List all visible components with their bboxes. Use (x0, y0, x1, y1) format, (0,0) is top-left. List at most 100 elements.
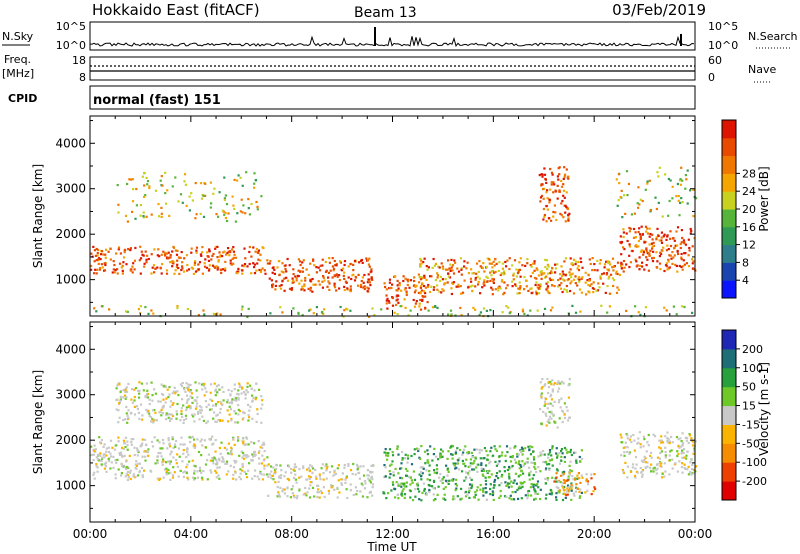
echo-cell (656, 266, 659, 269)
echo-cell (321, 258, 324, 261)
echo-cell (226, 452, 230, 455)
echo-cell (162, 442, 165, 445)
echo-cell (387, 452, 390, 455)
echo-cell (506, 484, 509, 487)
echo-cell (508, 477, 511, 480)
echo-cell (295, 279, 298, 282)
echo-cell (197, 450, 201, 454)
echo-cell (318, 496, 321, 499)
echo-cell (355, 493, 358, 496)
echo-cell (107, 450, 110, 454)
echo-cell (470, 451, 473, 454)
y-tick-label: 4000 (55, 342, 86, 356)
echo-cell (506, 259, 509, 262)
echo-cell (144, 459, 147, 462)
echo-cell (428, 484, 431, 487)
echo-cell (135, 405, 139, 408)
echo-cell (691, 439, 694, 443)
echo-cell (690, 437, 693, 440)
echo-cell (126, 421, 129, 424)
echo-cell (519, 275, 522, 278)
echo-cell (90, 264, 93, 268)
echo-cell (198, 382, 201, 385)
echo-cell (598, 262, 601, 265)
echo-cell (311, 471, 314, 475)
echo-cell (125, 466, 128, 469)
echo-cell (555, 452, 558, 455)
echo-cell (426, 301, 429, 304)
echo-cell (388, 464, 392, 467)
echo-cell (100, 457, 104, 461)
echo-cell (530, 265, 533, 268)
echo-cell (401, 457, 404, 460)
echo-cell (182, 452, 185, 455)
echo-cell (192, 272, 195, 275)
echo-cell (491, 493, 494, 497)
echo-cell (412, 298, 415, 302)
echo-cell (285, 276, 288, 279)
echo-cell (560, 202, 563, 205)
echo-cell (671, 467, 674, 470)
echo-cell (184, 414, 188, 417)
echo-cell (456, 495, 459, 498)
echo-cell (187, 398, 190, 401)
echo-cell (241, 184, 244, 187)
power-colorbar-label: Power [dB] (757, 166, 771, 231)
echo-cell (574, 275, 577, 278)
echo-cell (434, 262, 438, 265)
echo-cell (151, 417, 154, 421)
echo-cell (301, 261, 304, 264)
echo-cell (166, 470, 169, 473)
echo-cell (477, 283, 480, 286)
echo-cell (194, 270, 198, 273)
echo-cell (555, 472, 558, 475)
echo-cell (563, 416, 567, 420)
echo-cell (550, 181, 553, 184)
echo-cell (345, 488, 348, 491)
echo-cell (206, 459, 209, 462)
echo-cell (550, 410, 553, 413)
echo-cell (325, 477, 328, 480)
echo-cell (658, 255, 661, 258)
echo-cell (686, 202, 689, 205)
echo-cell (427, 285, 430, 288)
echo-cell (537, 274, 540, 277)
echo-cell (501, 473, 504, 477)
echo-cell (638, 233, 642, 236)
echo-cell (541, 183, 544, 186)
echo-cell (225, 203, 229, 206)
echo-cell (218, 459, 221, 462)
echo-cell (581, 266, 584, 269)
echo-cell (492, 498, 495, 501)
echo-cell (600, 273, 604, 276)
echo-cell (409, 483, 412, 486)
echo-cell (364, 482, 367, 485)
echo-cell (623, 266, 626, 269)
echo-cell (105, 470, 108, 473)
echo-cell (240, 392, 243, 395)
echo-cell (665, 262, 668, 265)
echo-cell (126, 310, 129, 313)
echo-cell (160, 175, 163, 178)
echo-cell (537, 466, 540, 469)
echo-cell (263, 443, 266, 446)
echo-cell (308, 469, 311, 473)
echo-cell (141, 175, 144, 178)
echo-cell (548, 421, 551, 424)
echo-cell (637, 239, 641, 243)
echo-cell (230, 390, 233, 393)
echo-cell (484, 464, 488, 467)
echo-cell (646, 232, 650, 235)
echo-cell (216, 256, 219, 259)
echo-cell (333, 286, 337, 289)
echo-cell (366, 469, 369, 472)
echo-cell (517, 463, 520, 466)
echo-cell (459, 257, 462, 260)
echo-cell (446, 474, 449, 477)
echo-cell (216, 245, 219, 248)
echo-cell (564, 211, 567, 214)
echo-cell (331, 257, 334, 260)
echo-cell (119, 453, 122, 456)
echo-cell (112, 260, 115, 263)
colorbar-tick-label: 50 (742, 381, 756, 394)
